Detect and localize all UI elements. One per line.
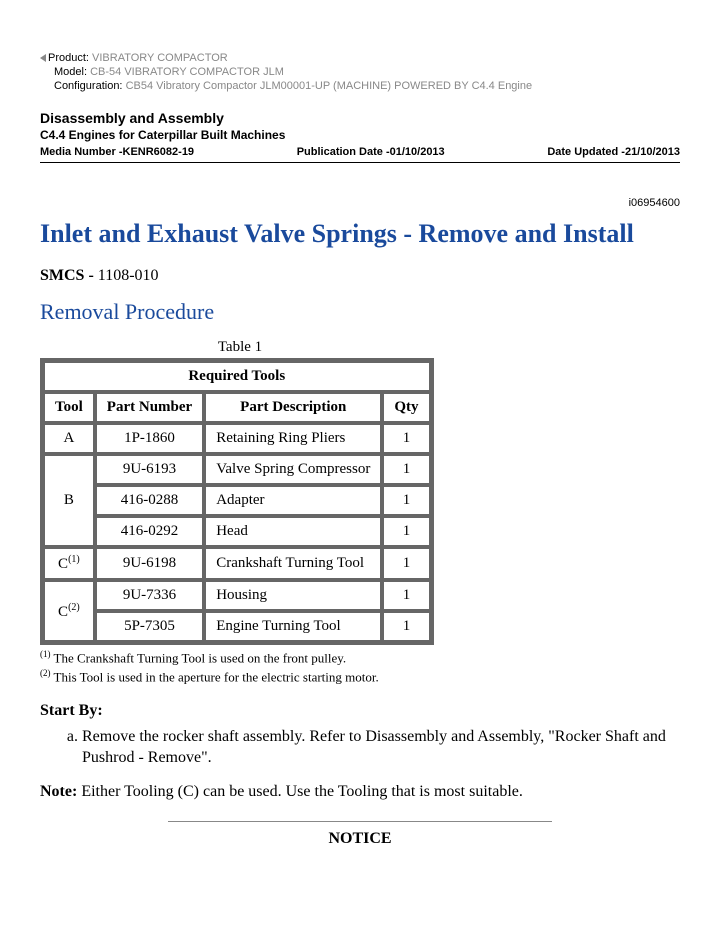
note-text: Either Tooling (C) can be used. Use the … (77, 783, 523, 800)
col-part-desc: Part Description (205, 393, 381, 422)
start-by-label: Start By: (40, 702, 680, 720)
date-updated: Date Updated -21/10/2013 (547, 146, 680, 158)
product-line: Product: VIBRATORY COMPACTOR (40, 52, 680, 64)
cell-desc: Valve Spring Compressor (205, 455, 381, 484)
config-value: CB54 Vibratory Compactor JLM00001-UP (MA… (126, 80, 533, 92)
product-value: VIBRATORY COMPACTOR (92, 52, 228, 64)
publication-line: Media Number -KENR6082-19 Publication Da… (40, 146, 680, 163)
col-qty: Qty (383, 393, 429, 422)
table-columns-row: Tool Part Number Part Description Qty (44, 393, 430, 422)
notice-heading: NOTICE (40, 830, 680, 848)
publication-date: Publication Date -01/10/2013 (297, 146, 445, 158)
table-row: C(1) 9U-6198 Crankshaft Turning Tool 1 (44, 548, 430, 579)
cell-tool: C(1) (44, 548, 94, 579)
table-caption: Table 1 (40, 339, 440, 356)
cell-qty: 1 (383, 581, 429, 610)
required-tools-table: Required Tools Tool Part Number Part Des… (40, 358, 434, 645)
col-part-number: Part Number (96, 393, 203, 422)
table-header-row: Required Tools (44, 362, 430, 391)
cell-qty: 1 (383, 612, 429, 641)
table-row: B 9U-6193 Valve Spring Compressor 1 (44, 455, 430, 484)
cell-desc: Adapter (205, 486, 381, 515)
table-row: 416-0292 Head 1 (44, 517, 430, 546)
cell-desc: Head (205, 517, 381, 546)
notice-block: NOTICE (40, 821, 680, 848)
cell-qty: 1 (383, 455, 429, 484)
procedure-heading: Removal Procedure (40, 299, 680, 325)
step-item: Remove the rocker shaft assembly. Refer … (82, 726, 680, 769)
back-arrow-icon[interactable] (40, 54, 46, 62)
table-title: Required Tools (44, 362, 430, 391)
cell-qty: 1 (383, 548, 429, 579)
table-row: C(2) 9U-7336 Housing 1 (44, 581, 430, 610)
note-label: Note: (40, 783, 77, 800)
cell-pn: 9U-6198 (96, 548, 203, 579)
cell-pn: 9U-7336 (96, 581, 203, 610)
col-tool: Tool (44, 393, 94, 422)
footnote-1: (1) The Crankshaft Turning Tool is used … (40, 649, 680, 666)
cell-desc: Crankshaft Turning Tool (205, 548, 381, 579)
start-by-steps: Remove the rocker shaft assembly. Refer … (40, 726, 680, 769)
cell-qty: 1 (383, 517, 429, 546)
config-label: Configuration: (54, 80, 123, 92)
cell-desc: Retaining Ring Pliers (205, 424, 381, 453)
cell-qty: 1 (383, 424, 429, 453)
smcs-line: SMCS - 1108-010 (40, 267, 680, 285)
cell-qty: 1 (383, 486, 429, 515)
cell-desc: Housing (205, 581, 381, 610)
cell-pn: 5P-7305 (96, 612, 203, 641)
cell-pn: 9U-6193 (96, 455, 203, 484)
cell-tool: B (44, 455, 94, 546)
smcs-value: 1108-010 (94, 267, 159, 284)
media-number: Media Number -KENR6082-19 (40, 146, 194, 158)
smcs-label: SMCS - (40, 267, 94, 284)
notice-rule (168, 821, 552, 822)
table-row: 416-0288 Adapter 1 (44, 486, 430, 515)
cell-tool: C(2) (44, 581, 94, 641)
config-line: Configuration: CB54 Vibratory Compactor … (40, 80, 680, 92)
section-heading: Disassembly and Assembly (40, 110, 680, 126)
subsection-heading: C4.4 Engines for Caterpillar Built Machi… (40, 128, 680, 142)
table-row: A 1P-1860 Retaining Ring Pliers 1 (44, 424, 430, 453)
model-label: Model: (54, 66, 87, 78)
document-id: i06954600 (40, 197, 680, 209)
model-line: Model: CB-54 VIBRATORY COMPACTOR JLM (40, 66, 680, 78)
note-line: Note: Either Tooling (C) can be used. Us… (40, 783, 680, 801)
cell-pn: 416-0292 (96, 517, 203, 546)
footnote-2: (2) This Tool is used in the aperture fo… (40, 668, 680, 685)
cell-pn: 416-0288 (96, 486, 203, 515)
model-value: CB-54 VIBRATORY COMPACTOR JLM (90, 66, 284, 78)
cell-tool: A (44, 424, 94, 453)
metadata-block: Product: VIBRATORY COMPACTOR Model: CB-5… (40, 52, 680, 92)
cell-pn: 1P-1860 (96, 424, 203, 453)
page-title: Inlet and Exhaust Valve Springs - Remove… (40, 219, 680, 249)
product-label: Product: (48, 52, 89, 64)
cell-desc: Engine Turning Tool (205, 612, 381, 641)
table-row: 5P-7305 Engine Turning Tool 1 (44, 612, 430, 641)
